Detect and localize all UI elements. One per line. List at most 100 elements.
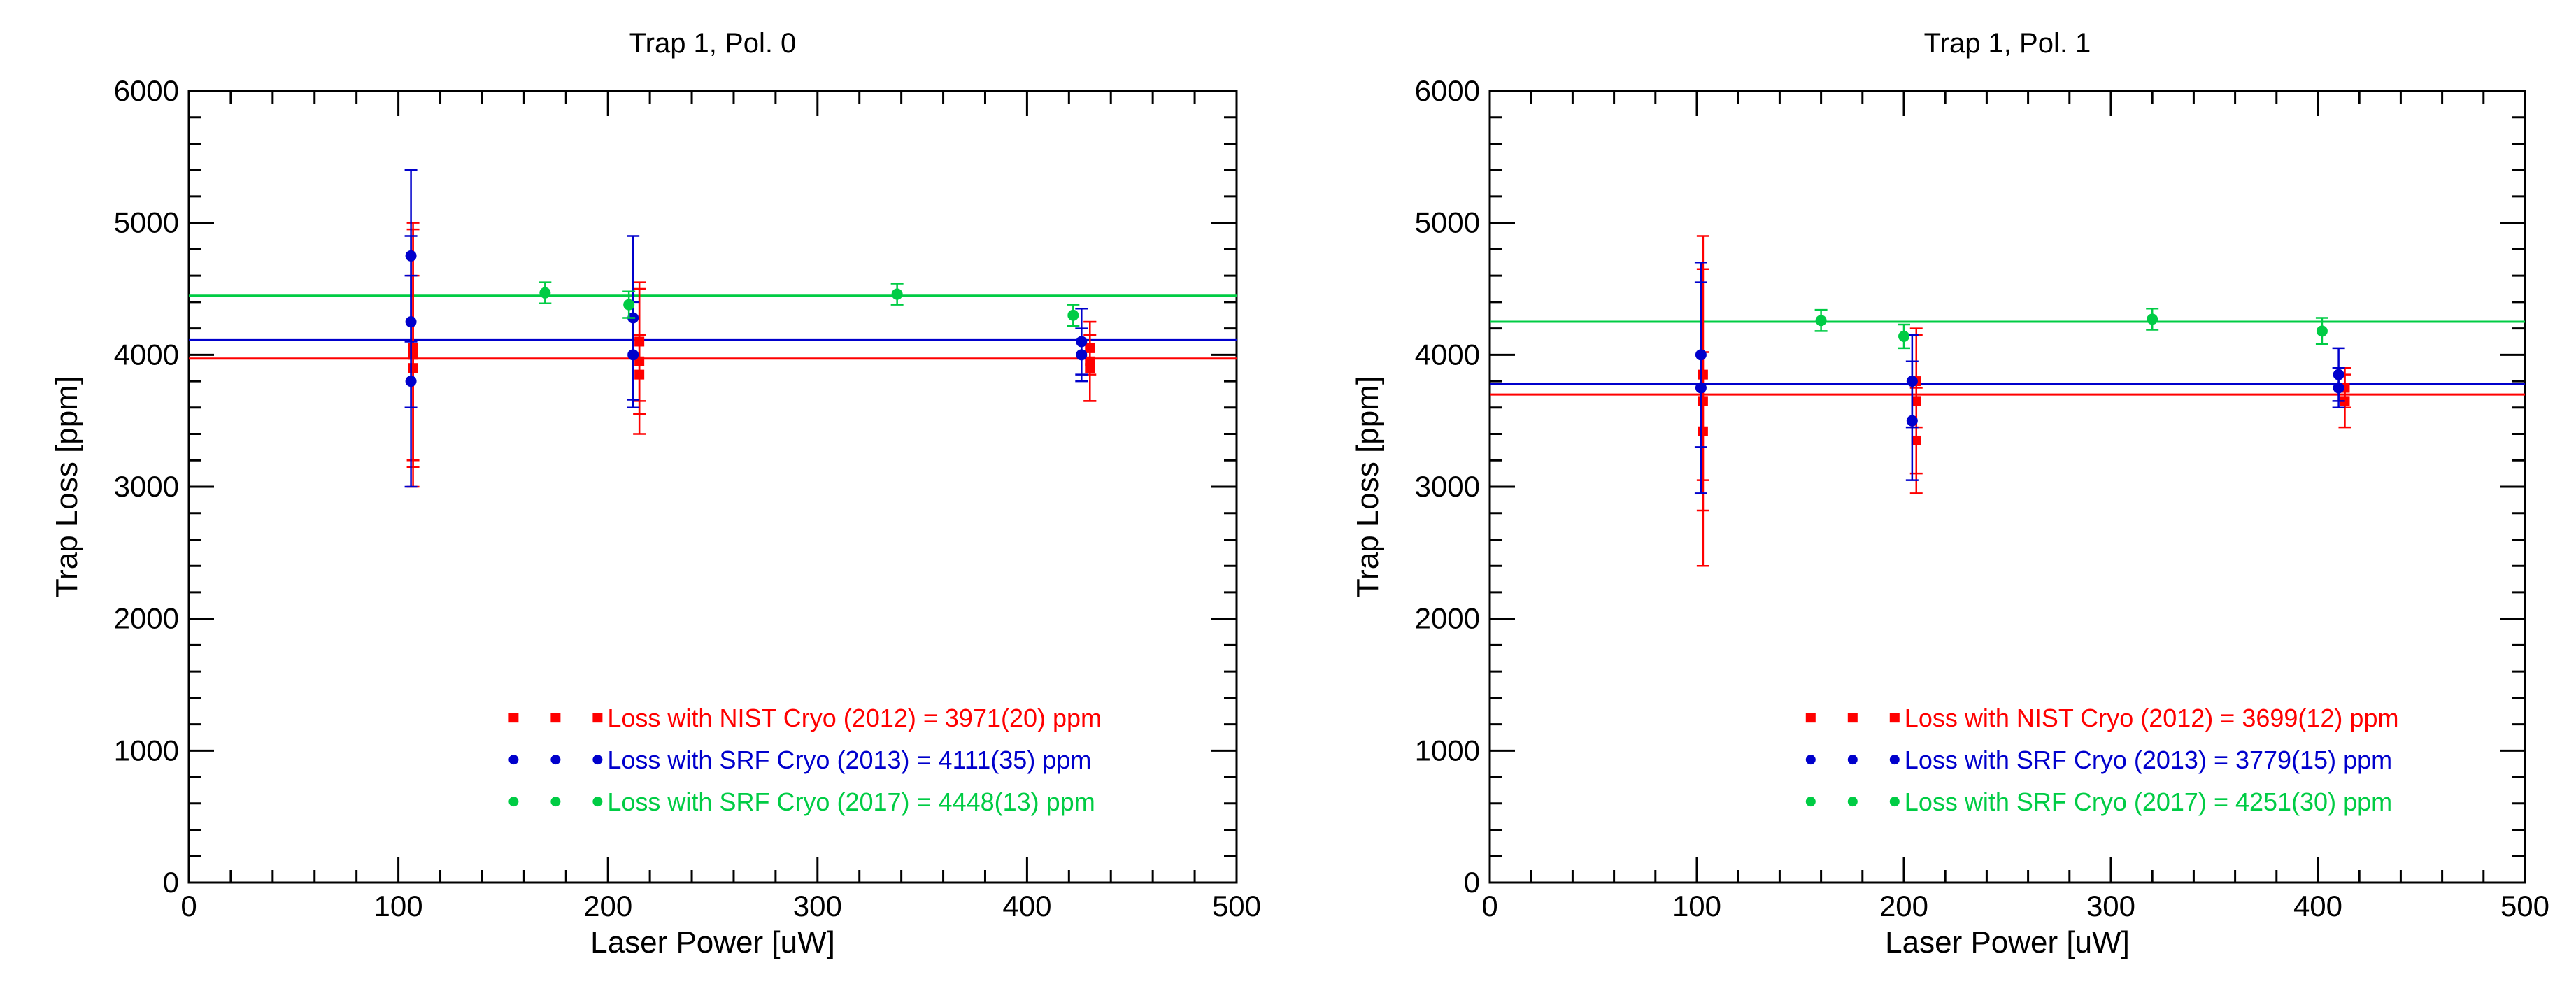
marker-circle	[1898, 330, 1909, 342]
legend-entry: Loss with NIST Cryo (2012) = 3971(20) pp…	[508, 704, 1102, 732]
x-tick-label: 100	[1672, 890, 1721, 922]
y-tick-label: 3000	[114, 470, 179, 503]
data-point	[1898, 323, 1910, 350]
y-tick-label: 2000	[114, 602, 179, 635]
legend-marker	[1805, 797, 1816, 807]
y-axis-label: Trap Loss [ppm]	[1351, 376, 1385, 597]
legend-marker	[1847, 797, 1858, 807]
chart-panel-2: Trap 1, Pol. 10 100 200 300 400 5000100020003…	[1351, 28, 2549, 960]
y-tick-label: 3000	[1415, 470, 1480, 503]
y-tick-label: 1000	[1415, 734, 1480, 766]
y-tick-label: 1000	[114, 734, 179, 766]
marker-circle	[627, 349, 639, 361]
legend-marker	[550, 755, 561, 765]
legend-label: Loss with SRF Cryo (2013) = 3779(15) ppm	[1905, 746, 2392, 774]
x-tick-label: 500	[2500, 890, 2549, 922]
legend-marker	[508, 755, 519, 765]
marker-circle	[405, 376, 417, 387]
legend-label: Loss with NIST Cryo (2012) = 3971(20) pp…	[607, 704, 1102, 732]
legend-label: Loss with SRF Cryo (2017) = 4251(30) ppm	[1905, 787, 2392, 816]
marker-circle	[891, 288, 903, 300]
x-tick-label: 200	[583, 890, 632, 922]
x-tick-label: 500	[1212, 890, 1261, 922]
x-tick-label: 0	[1481, 890, 1497, 922]
legend-marker	[550, 713, 561, 723]
marker-circle	[1906, 415, 1918, 427]
legend-marker	[1847, 755, 1858, 765]
marker-square	[408, 350, 418, 360]
data-point	[633, 281, 646, 402]
chart-title: Trap 1, Pol. 0	[629, 28, 797, 59]
legend-marker	[508, 797, 519, 807]
x-axis-label: Laser Power [uW]	[590, 925, 835, 960]
marker-square	[634, 336, 645, 347]
marker-circle	[1067, 309, 1079, 321]
x-tick-label: 200	[1879, 890, 1928, 922]
y-tick-label: 4000	[114, 338, 179, 371]
data-point	[890, 283, 904, 306]
data-point	[2146, 308, 2159, 331]
marker-circle	[2333, 382, 2344, 394]
legend-marker	[550, 797, 561, 807]
x-tick-label: 0	[180, 890, 197, 922]
x-tick-label: 300	[2086, 890, 2135, 922]
data-point	[539, 281, 552, 305]
legend-marker	[592, 755, 603, 765]
marker-circle	[623, 299, 635, 311]
x-tick-label: 400	[1002, 890, 1051, 922]
y-axis-label: Trap Loss [ppm]	[50, 376, 84, 597]
data-point	[1694, 281, 1707, 494]
marker-circle	[1076, 349, 1088, 361]
legend-marker	[1889, 713, 1900, 723]
legend-marker	[1889, 797, 1900, 807]
y-tick-label: 5000	[1415, 206, 1480, 239]
legend-entry: Loss with NIST Cryo (2012) = 3699(12) pp…	[1805, 704, 2399, 732]
marker-circle	[1695, 382, 1707, 394]
x-axis-label: Laser Power [uW]	[1885, 925, 2130, 960]
legend-label: Loss with SRF Cryo (2013) = 4111(35) ppm	[607, 746, 1091, 774]
data-point	[2315, 317, 2328, 345]
legend-label: Loss with NIST Cryo (2012) = 3699(12) pp…	[1905, 704, 2399, 732]
legend-entry: Loss with SRF Cryo (2017) = 4448(13) ppm	[508, 787, 1095, 816]
legend-marker	[508, 713, 519, 723]
chart-panel-1: Trap 1, Pol. 00 100 200 300 400 5000100020003…	[50, 28, 1261, 960]
data-point	[2332, 366, 2345, 409]
data-point	[1083, 334, 1097, 402]
y-tick-label: 5000	[114, 206, 179, 239]
legend-label: Loss with SRF Cryo (2017) = 4448(13) ppm	[607, 787, 1095, 816]
chart-title: Trap 1, Pol. 1	[1924, 28, 2091, 59]
legend-entry: Loss with SRF Cryo (2013) = 4111(35) ppm	[508, 746, 1091, 774]
y-tick-label: 0	[163, 866, 179, 899]
marker-square	[1698, 369, 1708, 380]
marker-circle	[2316, 325, 2328, 337]
data-point	[1696, 268, 1709, 481]
y-tick-label: 0	[1464, 866, 1480, 899]
marker-circle	[539, 287, 551, 299]
legend-marker	[592, 797, 603, 807]
x-tick-label: 300	[793, 890, 842, 922]
legend-marker	[1889, 755, 1900, 765]
y-tick-label: 2000	[1415, 602, 1480, 635]
legend-marker	[592, 713, 603, 723]
data-point	[1075, 327, 1088, 383]
marker-square	[1085, 363, 1095, 373]
marker-circle	[2147, 313, 2158, 325]
legend-entry: Loss with SRF Cryo (2017) = 4251(30) ppm	[1805, 787, 2392, 816]
legend-marker	[1847, 713, 1858, 723]
legend-entry: Loss with SRF Cryo (2013) = 3779(15) ppm	[1805, 746, 2392, 774]
data-point	[1814, 308, 1828, 332]
x-tick-label: 100	[374, 890, 423, 922]
data-point	[1067, 304, 1080, 327]
legend-marker	[1805, 713, 1816, 723]
data-point	[404, 274, 418, 488]
legend-marker	[1805, 755, 1816, 765]
y-tick-label: 6000	[1415, 74, 1480, 107]
x-tick-label: 400	[2293, 890, 2342, 922]
data-point	[622, 290, 636, 319]
data-point	[406, 222, 420, 488]
y-tick-label: 4000	[1415, 338, 1480, 371]
data-point	[1905, 360, 1919, 481]
marker-circle	[1815, 315, 1827, 327]
y-tick-label: 6000	[114, 74, 179, 107]
